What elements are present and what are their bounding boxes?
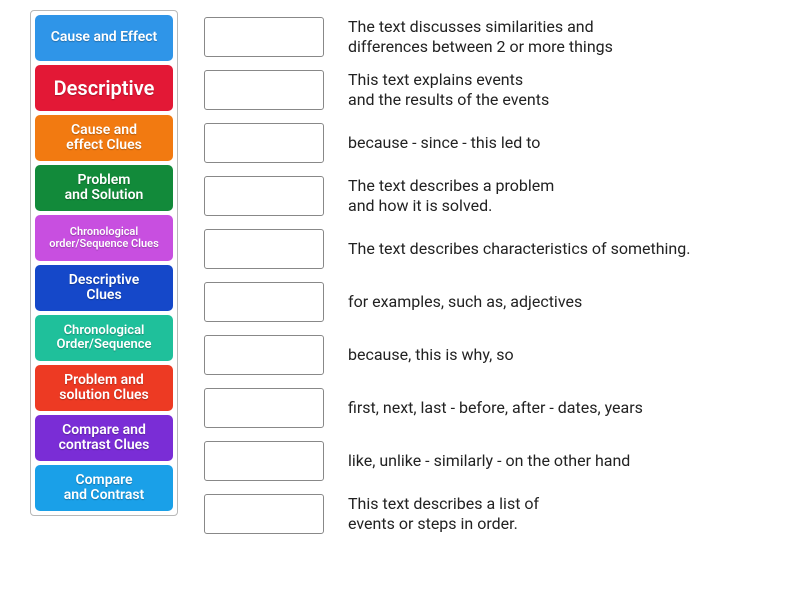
dropzone-2[interactable]: [204, 123, 324, 163]
targets-panel: The text discusses similarities anddiffe…: [204, 10, 690, 537]
match-row-7: first, next, last - before, after - date…: [204, 385, 690, 431]
match-row-9: This text describes a list ofevents or s…: [204, 491, 690, 537]
tile-6[interactable]: ChronologicalOrder/Sequence: [35, 315, 173, 361]
dropzone-1[interactable]: [204, 70, 324, 110]
tile-4[interactable]: Chronologicalorder/Sequence Clues: [35, 215, 173, 261]
match-row-4: The text describes characteristics of so…: [204, 226, 690, 272]
tile-9[interactable]: Compareand Contrast: [35, 465, 173, 511]
tile-1[interactable]: Descriptive: [35, 65, 173, 111]
dropzone-9[interactable]: [204, 494, 324, 534]
match-row-3: The text describes a problemand how it i…: [204, 173, 690, 219]
description-5: for examples, such as, adjectives: [348, 292, 582, 312]
tile-3[interactable]: Problemand Solution: [35, 165, 173, 211]
description-8: like, unlike - similarly - on the other …: [348, 451, 630, 471]
tile-2[interactable]: Cause andeffect Clues: [35, 115, 173, 161]
tile-7[interactable]: Problem andsolution Clues: [35, 365, 173, 411]
match-row-1: This text explains eventsand the results…: [204, 67, 690, 113]
dropzone-0[interactable]: [204, 17, 324, 57]
tile-5[interactable]: DescriptiveClues: [35, 265, 173, 311]
match-row-5: for examples, such as, adjectives: [204, 279, 690, 325]
description-7: first, next, last - before, after - date…: [348, 398, 643, 418]
dropzone-4[interactable]: [204, 229, 324, 269]
dropzone-7[interactable]: [204, 388, 324, 428]
description-1: This text explains eventsand the results…: [348, 70, 549, 110]
tile-0[interactable]: Cause and Effect: [35, 15, 173, 61]
match-row-8: like, unlike - similarly - on the other …: [204, 438, 690, 484]
description-3: The text describes a problemand how it i…: [348, 176, 554, 216]
description-6: because, this is why, so: [348, 345, 514, 365]
dropzone-8[interactable]: [204, 441, 324, 481]
description-2: because - since - this led to: [348, 133, 540, 153]
match-row-6: because, this is why, so: [204, 332, 690, 378]
tile-8[interactable]: Compare andcontrast Clues: [35, 415, 173, 461]
dropzone-3[interactable]: [204, 176, 324, 216]
match-row-0: The text discusses similarities anddiffe…: [204, 14, 690, 60]
tiles-panel: Cause and EffectDescriptiveCause andeffe…: [30, 10, 178, 516]
description-4: The text describes characteristics of so…: [348, 239, 690, 259]
match-row-2: because - since - this led to: [204, 120, 690, 166]
matching-activity: Cause and EffectDescriptiveCause andeffe…: [0, 0, 800, 537]
description-0: The text discusses similarities anddiffe…: [348, 17, 613, 57]
dropzone-5[interactable]: [204, 282, 324, 322]
description-9: This text describes a list ofevents or s…: [348, 494, 539, 534]
dropzone-6[interactable]: [204, 335, 324, 375]
